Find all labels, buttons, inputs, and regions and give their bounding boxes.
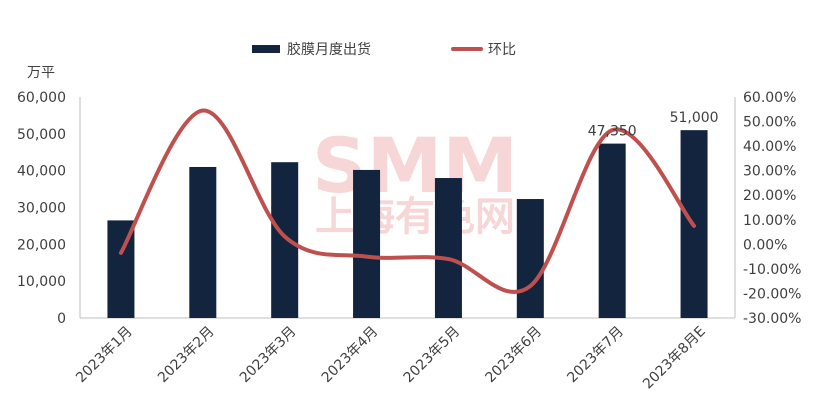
bar [598,143,626,318]
category-label: 2023年5月 [401,324,464,387]
left-tick-label: 0 [57,311,66,327]
left-tick-label: 20,000 [17,237,66,253]
line-series [118,108,697,294]
bar [189,166,217,318]
right-tick-label: 40.00% [743,139,796,155]
bar [353,169,381,318]
right-tick-label: 10.00% [743,213,796,229]
legend-label-bar: 胶膜月度出货 [287,41,371,58]
right-tick-label: -10.00% [743,262,801,278]
left-tick-label: 40,000 [17,164,66,180]
watermark-text: 上海有色网 [315,194,515,240]
data-label: 47,350 [588,124,637,140]
right-tick-label: 50.00% [743,115,796,131]
category-label: 2023年8月E [640,324,709,393]
right-tick-label: 0.00% [743,237,787,253]
bar-series [107,130,708,318]
category-label: 2023年7月 [564,324,627,387]
left-tick-label: 50,000 [17,127,66,143]
data-labels: 47,350 51,000 [588,110,719,139]
left-tick-label: 10,000 [17,274,66,290]
legend-label-line: 环比 [488,42,516,58]
right-tick-label: 60.00% [743,90,796,106]
watermark-logo: SMM [312,121,518,210]
bar [434,178,462,318]
left-axis-unit: 万平 [27,65,55,81]
data-label: 51,000 [670,110,719,126]
line-path [118,108,697,294]
left-tick-label: 30,000 [17,201,66,217]
legend-swatch-bar [252,45,280,53]
bar [516,199,544,318]
category-label: 2023年4月 [319,324,382,387]
legend: 胶膜月度出货 环比 [252,41,516,58]
left-tick-label: 60,000 [17,90,66,106]
category-label: 2023年2月 [155,324,218,387]
right-tick-label: 30.00% [743,164,796,180]
right-tick-label: -30.00% [743,311,801,327]
right-tick-label: -20.00% [743,286,801,302]
category-label: 2023年1月 [73,324,136,387]
right-tick-label: 20.00% [743,188,796,204]
category-label: 2023年6月 [483,324,546,387]
bar [271,162,299,318]
category-label: 2023年3月 [237,324,300,387]
